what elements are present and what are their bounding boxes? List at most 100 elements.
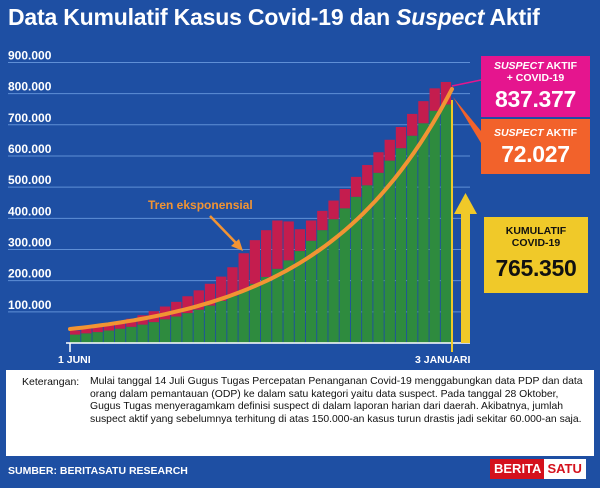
bar-suspect [227,267,238,296]
bar-cumulative [171,316,182,343]
cumulative-chart: 100.000 200.000 300.000 400.000 500.000 600.0… [8,48,482,366]
bar-cumulative [204,305,216,343]
callout-total-label-rest: AKTIF [543,60,578,72]
bar-cumulative [373,172,384,343]
bar-cumulative [114,328,126,343]
y-tick-label: 900.000 [8,48,52,62]
callout-cumulative-label-line2: COVID-19 [511,237,561,249]
bar-cumulative [418,123,429,343]
growth-arrow-shaft [461,213,470,343]
bar-suspect [362,165,373,186]
source-credit: SUMBER: BERITASATU RESEARCH [8,465,188,477]
bar-cumulative [92,332,103,343]
trend-annotation: Tren eksponensial [148,198,253,251]
bar-suspect [317,210,328,231]
callout-total: SUSPECT AKTIF + COVID-19 837.377 [481,56,590,117]
bar-cumulative [362,185,373,343]
title-part2: Aktif [484,4,540,30]
note-box: Keterangan: Mulai tanggal 14 Juli Gugus … [6,370,594,456]
bar-cumulative [407,135,418,343]
bar-cumulative [148,322,159,343]
bar-cumulative [159,319,171,343]
bar-suspect [171,301,182,317]
callout-suspect-label: SUSPECT AKTIF [481,119,590,139]
bar-suspect [384,139,395,161]
bar-suspect [92,326,103,333]
note-text: Mulai tanggal 14 Juli Gugus Tugas Percep… [90,376,583,425]
bar-suspect [126,318,137,327]
bar-suspect [305,220,317,241]
bar-cumulative [395,148,407,343]
bar-cumulative [305,240,317,343]
trend-label: Tren eksponensial [148,198,253,212]
brand-part1: BERITA [490,459,545,479]
bar-suspect [373,152,384,173]
y-tick-label: 200.000 [8,267,52,281]
bar-suspect [103,324,115,331]
bar-suspect [272,220,283,269]
callout-suspect-value: 72.027 [501,141,570,167]
bar-suspect [261,230,272,277]
bar-cumulative [182,313,193,343]
callout-suspect-label-italic: SUSPECT [493,127,544,139]
bar-cumulative [429,110,440,343]
x-tick-end: 3 JANUARI [415,354,471,366]
brand-logo: BERITA SATU [490,459,586,479]
bar-suspect [418,101,429,124]
bar-suspect [339,189,350,209]
bar-cumulative [81,333,92,343]
y-tick-label: 300.000 [8,235,52,249]
total-pointer [451,79,482,87]
bar-suspect [216,276,227,301]
bars [70,81,452,343]
bar-suspect [429,88,440,111]
x-tick-start: 1 JUNI [58,354,91,366]
bar-cumulative [317,230,328,343]
bar-cumulative [261,276,272,343]
callout-suspect: SUSPECT AKTIF 72.027 [481,119,590,174]
callout-cumulative-value: 765.350 [495,255,577,281]
suspect-pointer [453,97,481,143]
callout-total-label: SUSPECT AKTIF + COVID-19 [481,56,590,84]
y-tick-label: 400.000 [8,204,52,218]
bar-cumulative [339,208,350,343]
brand-part2: SATU [544,459,586,479]
title-part1: Data Kumulatif Kasus Covid-19 dan [8,4,397,30]
callout-total-value: 837.377 [494,86,577,112]
y-tick-label: 800.000 [8,80,52,94]
bar-suspect [395,126,407,149]
callout-cumulative-label: KUMULATIF COVID-19 [484,217,588,249]
bar-cumulative [283,260,294,343]
bar-suspect [204,283,216,306]
bar-cumulative [272,268,283,343]
page-title: Data Kumulatif Kasus Covid-19 dan Suspec… [8,4,598,31]
growth-arrow [454,193,477,343]
bar-cumulative [350,196,362,343]
bar-cumulative [328,219,339,343]
y-tick-label: 500.000 [8,173,52,187]
title-italic: Suspect [396,4,485,30]
callout-suspect-label-rest: AKTIF [543,127,578,139]
y-tick-label: 700.000 [8,111,52,125]
bar-suspect [294,229,306,252]
callout-cumulative: KUMULATIF COVID-19 765.350 [484,217,588,293]
callout-total-label-italic: SUSPECT [493,60,544,72]
callout-total-label-line2: + COVID-19 [506,72,565,84]
growth-arrow-head [454,193,477,214]
bar-suspect [114,321,126,329]
bar-suspect [193,290,204,310]
trend-arrow-line [209,215,239,246]
bar-suspect [328,200,339,220]
trend-arrow-head [231,239,243,251]
note-label: Keterangan: [22,376,80,388]
bar-cumulative [70,334,81,343]
bar-cumulative [193,309,204,343]
y-tick-label: 100.000 [8,298,52,312]
bar-suspect [407,113,418,136]
bar-suspect [350,176,362,197]
y-tick-label: 600.000 [8,142,52,156]
bar-suspect [81,328,92,334]
bar-cumulative [227,295,238,343]
bar-cumulative [294,251,306,343]
bar-suspect [238,253,249,291]
